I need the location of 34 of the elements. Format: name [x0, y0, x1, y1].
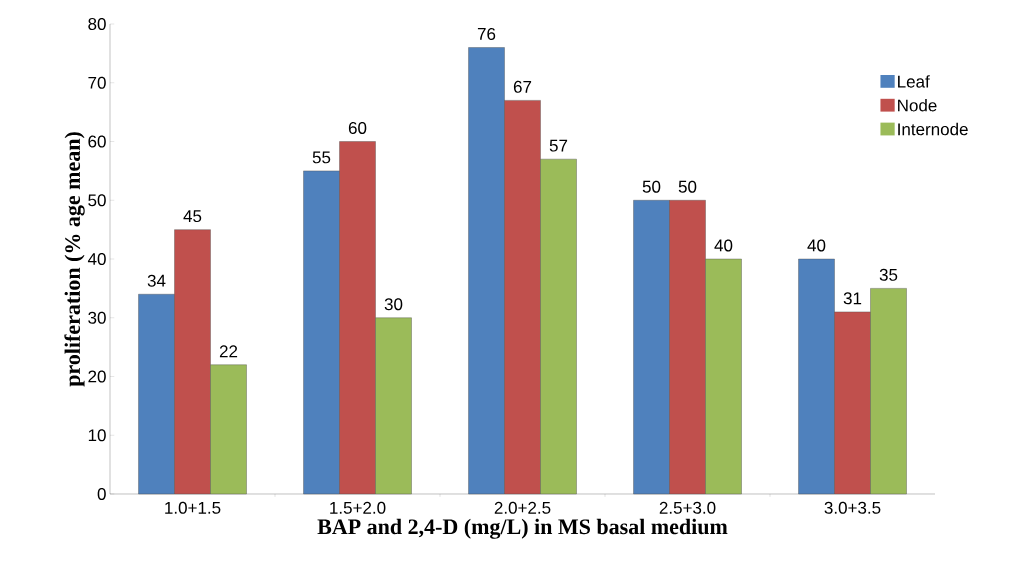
y-tick-label: 30: [88, 311, 106, 324]
x-tick-label: 1.0+1.5: [165, 501, 221, 514]
y-tick-label: 10: [88, 429, 106, 442]
data-label: 67: [513, 80, 532, 93]
data-label: 60: [348, 121, 367, 134]
data-label: 22: [219, 345, 238, 358]
y-tick-label: 40: [87, 252, 106, 266]
y-tick-label: 60: [88, 135, 106, 148]
data-label: 35: [879, 268, 898, 281]
y-axis-title: proliferation (% age mean): [64, 132, 85, 387]
y-tick-label: 0: [97, 487, 106, 501]
y-tick-label: 80: [88, 17, 106, 31]
data-label: 30: [384, 298, 403, 311]
legend-label: Leaf: [898, 75, 930, 88]
data-label: 40: [714, 239, 733, 252]
data-label: 40: [807, 239, 826, 252]
y-tick-label: 70: [88, 76, 106, 89]
x-tick-label: 2.0+2.5: [494, 501, 551, 514]
x-tick-label: 3.0+3.5: [824, 501, 881, 514]
data-label: 57: [549, 139, 568, 152]
data-label: 31: [843, 292, 862, 305]
y-tick-label: 50: [88, 194, 106, 207]
data-label: 50: [678, 180, 697, 193]
data-label: 45: [183, 210, 202, 223]
data-label: 76: [477, 27, 496, 40]
data-label: 50: [642, 180, 661, 193]
x-tick-label: 1.5+2.0: [330, 501, 386, 514]
x-tick-label: 2.5+3.0: [659, 501, 716, 514]
x-axis-title: BAP and 2,4-D (mg/L) in MS basal medium: [317, 518, 728, 539]
y-tick-label: 20: [88, 370, 106, 383]
legend-label: Internode: [898, 122, 968, 136]
data-label: 55: [312, 151, 331, 164]
legend-label: Node: [898, 99, 937, 112]
data-label: 34: [147, 274, 166, 287]
